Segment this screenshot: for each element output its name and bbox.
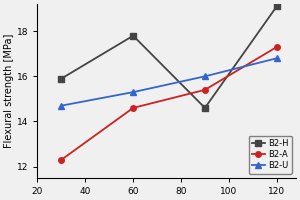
Line: B2-U: B2-U (58, 56, 280, 108)
B2-H (131, 35, 135, 37)
Legend: B2-H, B2-A, B2-U: B2-H, B2-A, B2-U (249, 136, 292, 174)
B2-H (203, 107, 207, 109)
B2-U (131, 91, 135, 93)
B2-U (60, 104, 63, 107)
B2-A (131, 107, 135, 109)
B2-H (275, 5, 278, 8)
B2-H (60, 77, 63, 80)
Y-axis label: Flexural strength [MPa]: Flexural strength [MPa] (4, 34, 14, 148)
B2-U (203, 75, 207, 78)
Line: B2-H: B2-H (58, 4, 280, 111)
B2-A (60, 159, 63, 161)
B2-A (275, 46, 278, 48)
Line: B2-A: B2-A (58, 44, 280, 163)
B2-A (203, 89, 207, 91)
B2-U (275, 57, 278, 59)
